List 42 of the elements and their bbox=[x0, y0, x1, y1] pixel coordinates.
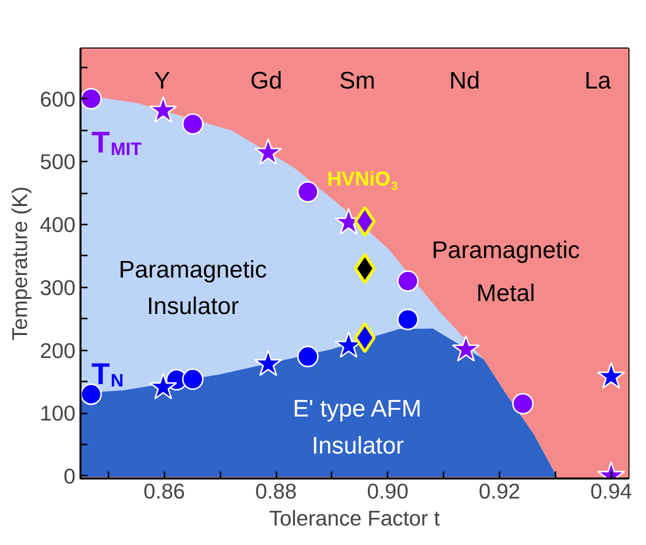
annotation: Insulator bbox=[146, 293, 239, 320]
point bbox=[297, 346, 319, 368]
annotation: TN bbox=[91, 358, 124, 391]
annotation: E' type AFM bbox=[292, 395, 422, 422]
annotation: Gd bbox=[250, 68, 282, 95]
point bbox=[182, 113, 204, 135]
x-axis-title: Tolerance Factor t bbox=[269, 506, 440, 530]
y-tick-label: 500 bbox=[40, 150, 76, 174]
annotation: Nd bbox=[449, 68, 480, 95]
x-tick-label: 0.92 bbox=[478, 480, 520, 504]
point bbox=[254, 349, 282, 376]
annotation: Paramagnetic bbox=[118, 256, 267, 284]
annotation: Metal bbox=[476, 280, 536, 308]
point bbox=[149, 96, 178, 123]
annotation: La bbox=[584, 68, 612, 95]
point bbox=[452, 334, 480, 362]
annotation: Paramagnetic bbox=[432, 237, 580, 264]
point bbox=[397, 270, 419, 292]
annotation: TMIT bbox=[91, 126, 142, 160]
point bbox=[149, 372, 178, 400]
point bbox=[397, 308, 419, 330]
y-tick-label: 600 bbox=[40, 87, 76, 112]
annotation: Y bbox=[154, 68, 170, 95]
point bbox=[597, 362, 626, 389]
annotation: Insulator bbox=[312, 432, 404, 460]
y-tick-label: 400 bbox=[40, 213, 76, 238]
x-tick-label: 0.88 bbox=[255, 480, 297, 504]
point bbox=[182, 368, 204, 390]
y-tick-label: 200 bbox=[40, 338, 76, 363]
annotation: Sm bbox=[339, 68, 376, 95]
x-tick-label: 0.94 bbox=[590, 480, 632, 504]
point bbox=[512, 392, 534, 414]
y-tick-label: 300 bbox=[40, 276, 76, 300]
point bbox=[80, 88, 102, 110]
y-tick-label: 0 bbox=[64, 464, 76, 488]
point bbox=[80, 384, 102, 405]
point bbox=[254, 138, 282, 165]
x-tick-label: 0.86 bbox=[144, 480, 186, 504]
point bbox=[297, 181, 319, 203]
x-tick-label: 0.90 bbox=[366, 480, 409, 504]
y-axis-title: Temperature (K) bbox=[8, 186, 32, 341]
y-tick-label: 100 bbox=[40, 402, 76, 426]
